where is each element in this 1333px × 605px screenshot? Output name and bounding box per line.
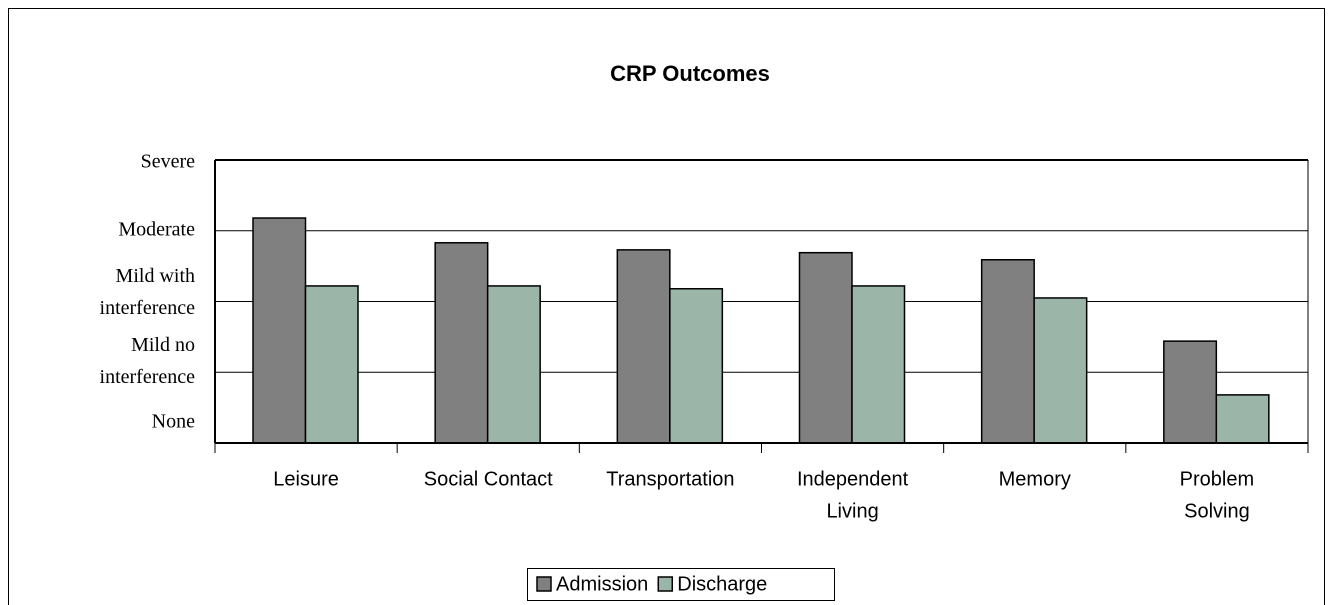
x-tick-label: Transportation [606, 468, 734, 490]
x-tick-label: Problem Solving [1180, 468, 1254, 522]
legend-label: Discharge [677, 573, 767, 595]
bar [486, 285, 541, 444]
legend-swatch [657, 576, 674, 592]
bar [1033, 297, 1088, 444]
legend: Admission Discharge [527, 568, 835, 601]
bar [1215, 394, 1270, 444]
bar [304, 285, 359, 444]
x-tick-label: Memory [999, 468, 1071, 490]
y-tick-label: Moderate [118, 218, 195, 240]
bar [434, 242, 489, 444]
y-tick-label: None [152, 411, 195, 433]
x-tick-label: Leisure [273, 468, 339, 490]
bar [798, 251, 853, 444]
bar [1163, 340, 1218, 444]
bar [980, 259, 1035, 444]
y-tick-label: Severe [141, 151, 196, 173]
bar [851, 285, 906, 444]
legend-label: Admission [556, 573, 648, 595]
bar [252, 217, 307, 444]
legend-frame [527, 568, 835, 601]
x-tick-label: Independent Living [797, 468, 909, 522]
legend-swatch [536, 576, 552, 592]
y-tick-label: Mild no interference [100, 334, 196, 388]
chart-title: CRP Outcomes [610, 61, 770, 86]
x-tick-label: Social Contact [424, 468, 553, 490]
bar [616, 249, 671, 444]
y-tick-label: Mild with interference [100, 265, 196, 319]
bar [669, 288, 724, 444]
